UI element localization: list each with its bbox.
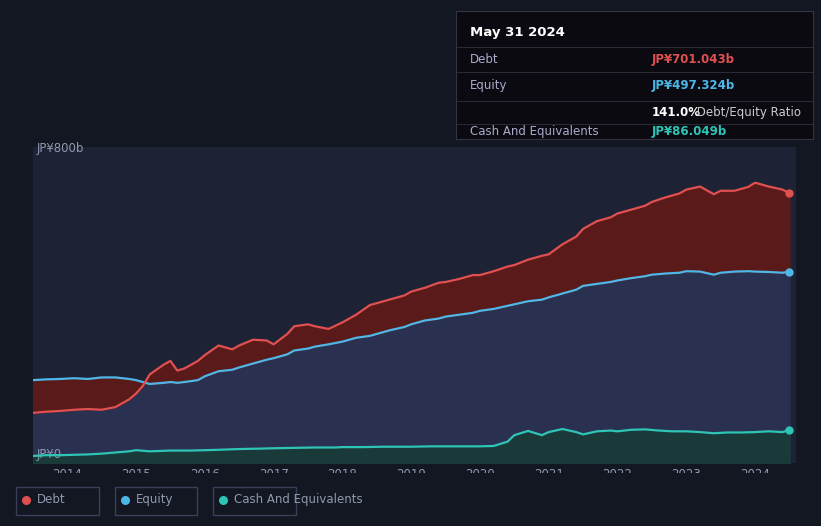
Text: 141.0%: 141.0% (652, 106, 701, 119)
Point (217, 495, 230, 504)
Point (118, 495, 131, 504)
Text: Cash And Equivalents: Cash And Equivalents (234, 493, 363, 506)
Text: JP¥86.049b: JP¥86.049b (652, 125, 727, 138)
Text: JP¥701.043b: JP¥701.043b (652, 53, 735, 66)
Text: JP¥0: JP¥0 (37, 448, 62, 461)
FancyBboxPatch shape (115, 487, 197, 515)
Point (783, 189, 796, 197)
Text: Debt/Equity Ratio: Debt/Equity Ratio (693, 106, 801, 119)
Text: JP¥497.324b: JP¥497.324b (652, 79, 736, 92)
Text: JP¥800b: JP¥800b (37, 142, 84, 155)
Point (783, 426, 796, 434)
Text: Debt: Debt (470, 53, 498, 66)
FancyBboxPatch shape (16, 487, 99, 515)
Point (20, 495, 33, 504)
Text: Debt: Debt (37, 493, 66, 506)
Text: May 31 2024: May 31 2024 (470, 26, 565, 39)
Point (783, 267, 796, 276)
Text: Equity: Equity (135, 493, 173, 506)
Text: Cash And Equivalents: Cash And Equivalents (470, 125, 599, 138)
Text: Equity: Equity (470, 79, 507, 92)
FancyBboxPatch shape (213, 487, 296, 515)
